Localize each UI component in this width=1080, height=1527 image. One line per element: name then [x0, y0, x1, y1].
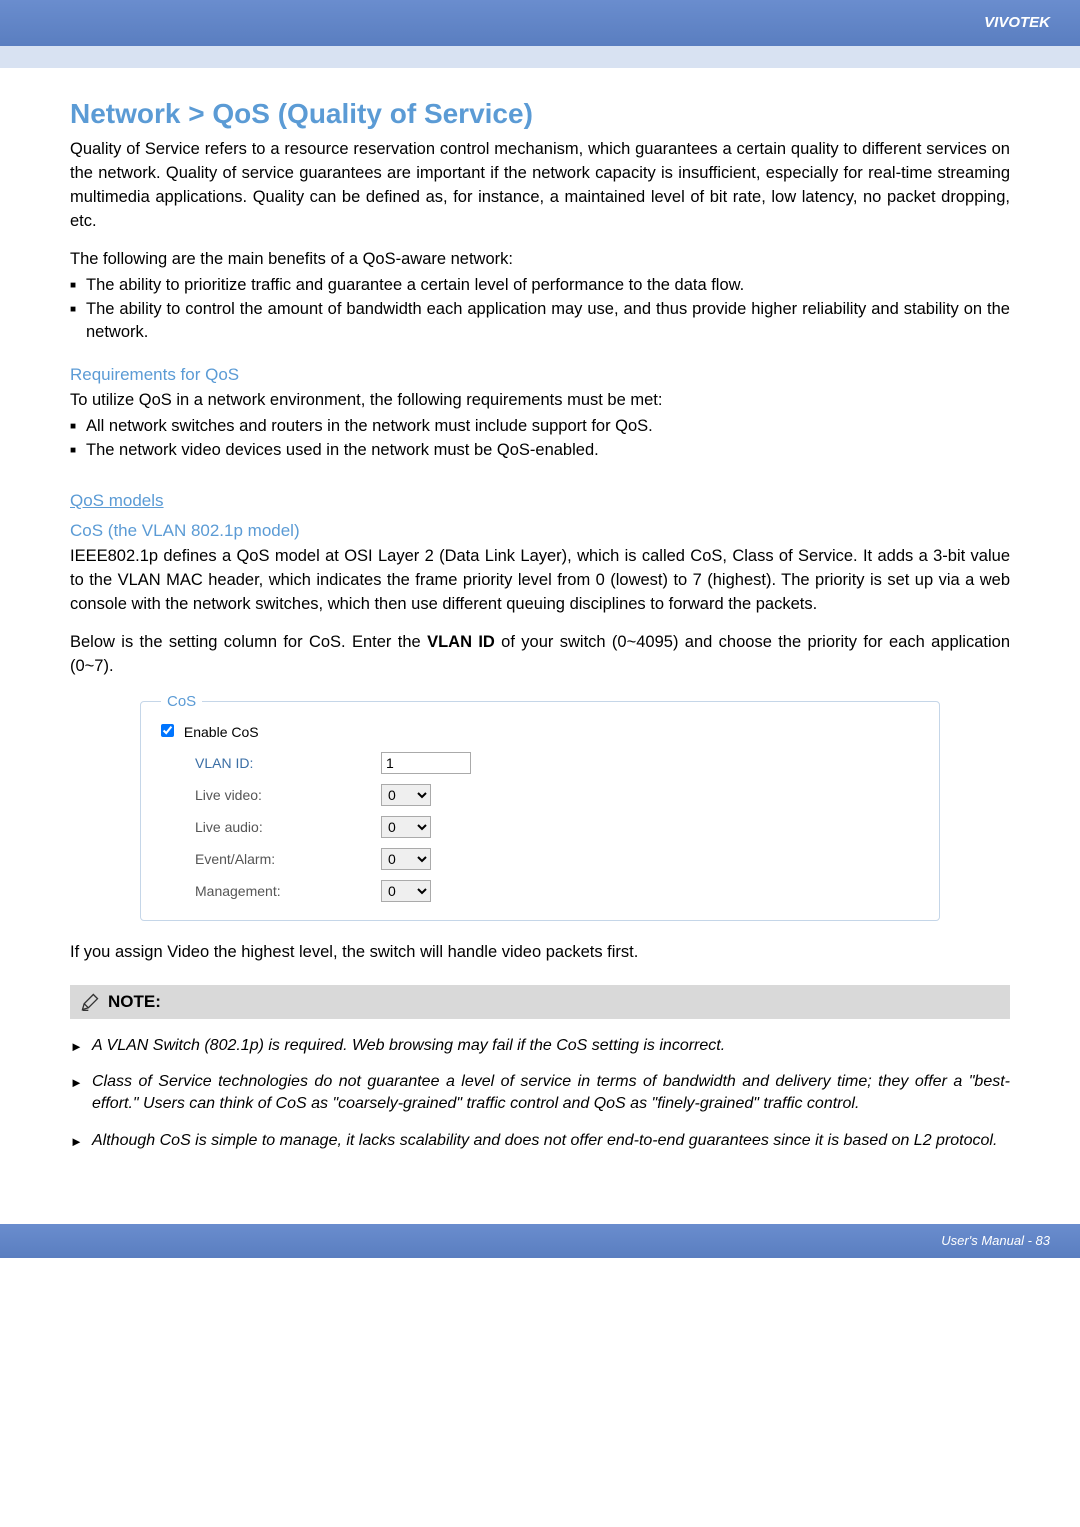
cos-below-bold: VLAN ID	[427, 633, 495, 651]
qos-models-heading: QoS models	[70, 491, 1010, 511]
live-audio-label: Live audio:	[161, 819, 381, 835]
live-video-select[interactable]: 0	[381, 784, 431, 806]
requirement-item: The network video devices used in the ne…	[70, 439, 1010, 463]
note-item: A VLAN Switch (802.1p) is required. Web …	[70, 1035, 1010, 1057]
vlan-id-row: VLAN ID:	[161, 752, 919, 774]
pencil-icon	[80, 991, 100, 1013]
vlan-id-input[interactable]	[381, 752, 471, 774]
page-content: Network > QoS (Quality of Service) Quali…	[0, 68, 1080, 1196]
benefits-list: The ability to prioritize traffic and gu…	[70, 274, 1010, 346]
enable-cos-checkbox[interactable]	[161, 724, 174, 737]
live-video-row: Live video: 0	[161, 784, 919, 806]
note-item: Class of Service technologies do not gua…	[70, 1071, 1010, 1116]
footer-text: User's Manual - 83	[941, 1233, 1050, 1248]
requirements-heading: Requirements for QoS	[70, 365, 1010, 385]
cos-below-paragraph: Below is the setting column for CoS. Ent…	[70, 631, 1010, 679]
benefit-item: The ability to control the amount of ban…	[70, 298, 1010, 346]
live-audio-row: Live audio: 0	[161, 816, 919, 838]
requirements-lead: To utilize QoS in a network environment,…	[70, 389, 1010, 413]
note-item: Although CoS is simple to manage, it lac…	[70, 1130, 1010, 1152]
benefit-item: The ability to prioritize traffic and gu…	[70, 274, 1010, 298]
cos-below-pre: Below is the setting column for CoS. Ent…	[70, 633, 427, 651]
cos-legend: CoS	[161, 693, 202, 710]
brand-text: VIVOTEK	[984, 14, 1050, 31]
live-audio-select[interactable]: 0	[381, 816, 431, 838]
note-label: NOTE:	[108, 992, 161, 1012]
footer-bar: User's Manual - 83	[0, 1224, 1080, 1258]
after-fieldset-text: If you assign Video the highest level, t…	[70, 941, 1010, 965]
cos-fieldset-wrap: CoS Enable CoS VLAN ID: Live video: 0 Li…	[140, 693, 940, 921]
page-title: Network > QoS (Quality of Service)	[70, 98, 1010, 130]
management-row: Management: 0	[161, 880, 919, 902]
cos-heading: CoS (the VLAN 802.1p model)	[70, 521, 1010, 541]
management-select[interactable]: 0	[381, 880, 431, 902]
benefits-lead: The following are the main benefits of a…	[70, 248, 1010, 272]
sub-header-band	[0, 46, 1080, 68]
cos-paragraph: IEEE802.1p defines a QoS model at OSI La…	[70, 545, 1010, 617]
intro-paragraph: Quality of Service refers to a resource …	[70, 138, 1010, 234]
cos-fieldset: CoS Enable CoS VLAN ID: Live video: 0 Li…	[140, 693, 940, 921]
note-bar: NOTE:	[70, 985, 1010, 1019]
live-video-label: Live video:	[161, 787, 381, 803]
event-alarm-label: Event/Alarm:	[161, 851, 381, 867]
enable-cos-label: Enable CoS	[184, 724, 259, 740]
event-alarm-select[interactable]: 0	[381, 848, 431, 870]
vlan-id-label: VLAN ID:	[161, 755, 381, 771]
event-alarm-row: Event/Alarm: 0	[161, 848, 919, 870]
management-label: Management:	[161, 883, 381, 899]
requirements-list: All network switches and routers in the …	[70, 415, 1010, 463]
requirement-item: All network switches and routers in the …	[70, 415, 1010, 439]
header-bar: VIVOTEK	[0, 0, 1080, 46]
enable-cos-row: Enable CoS	[161, 724, 919, 740]
